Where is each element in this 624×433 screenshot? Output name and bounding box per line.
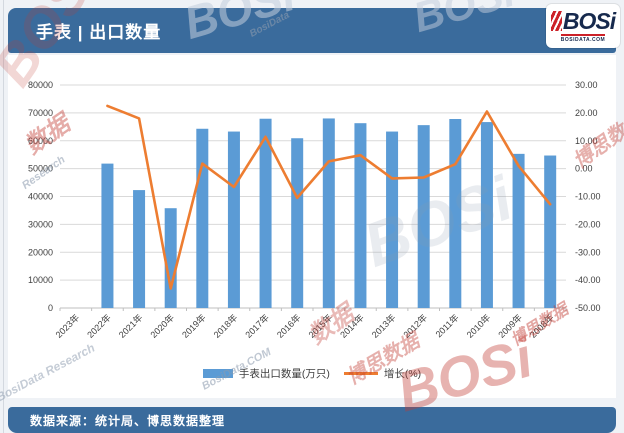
x-axis-category-label: 2009年 [496,312,524,340]
left-axis-tick-label: 50000 [28,164,53,174]
export-bar [196,128,209,308]
export-bar [101,163,114,308]
export-bar [480,122,493,308]
export-bar [417,125,430,308]
x-axis-category-label: 2013年 [369,312,397,340]
right-axis-tick-label: -10.00 [575,192,601,202]
x-axis-category-label: 2014年 [338,312,366,340]
x-axis-category-label: 2008年 [527,312,555,340]
export-bar [322,118,335,308]
export-bar [354,123,367,308]
x-axis-category-label: 2011年 [433,312,461,340]
right-axis-tick-label: 30.00 [575,80,598,90]
legend-label-export: 手表出口数量(万只) [238,368,330,380]
x-axis-category-label: 2012年 [401,312,429,340]
footer-bar: 数据来源：统计局、博思数据整理 [8,407,616,433]
legend-item-growth: 增长(%) [343,366,422,381]
right-axis-tick-label: -20.00 [575,219,601,229]
x-axis-category-label: 2016年 [274,312,302,340]
export-bar [259,118,272,308]
growth-line [106,104,552,290]
x-axis-category-label: 2023年 [53,312,81,340]
export-bar [449,119,462,308]
x-axis-category-label: 2010年 [464,312,492,340]
x-axis-category-label: 2015年 [306,312,334,340]
left-axis-tick-label: 60000 [28,136,53,146]
data-source-text: 数据来源：统计局、博思数据整理 [30,413,226,428]
right-axis-tick-label: 0.00 [575,164,593,174]
x-axis-category-label: 2018年 [211,312,239,340]
logo-domain: BOSIDATA.COM [560,34,606,43]
right-axis-tick-label: 20.00 [575,108,598,118]
left-axis-tick-label: 30000 [28,219,53,229]
export-bar [512,153,525,308]
bar-swatch-icon [202,369,233,378]
left-axis-tick-label: 80000 [28,80,53,90]
right-axis-tick-label: -40.00 [575,275,601,285]
line-swatch-icon [343,372,378,375]
left-axis-tick-label: 20000 [28,247,53,257]
left-axis-tick-label: 70000 [28,108,53,118]
export-bar [291,138,304,308]
x-axis-category-label: 2022年 [85,312,113,340]
left-axis-tick-label: 10000 [28,275,53,285]
x-axis-category-label: 2017年 [243,312,271,340]
x-axis-category-label: 2019年 [179,312,207,340]
right-axis-tick-label: 10.00 [575,136,598,146]
export-bar [544,155,557,308]
left-axis-tick-label: 0 [48,303,53,313]
chart-legend: 手表出口数量(万只) 增长(%) [0,366,624,381]
right-axis-tick-label: -30.00 [575,247,601,257]
chart-canvas: 80000 70000 60000 50000 40000 30000 20000 10000… [28,80,601,340]
export-bar [227,131,240,308]
x-axis-category-label: 2021年 [116,312,144,340]
legend-item-export: 手表出口数量(万只) [202,366,330,381]
logo-stripes-icon [550,11,562,31]
x-axis-category-label: 2020年 [148,312,176,340]
logo-brand: BOSi [562,7,616,34]
export-bar [133,190,146,308]
right-axis-tick-label: -50.00 [575,303,601,313]
legend-label-growth: 增长(%) [383,368,422,380]
left-axis-tick-label: 40000 [28,192,53,202]
bosi-logo: BOSi BOSIDATA.COM [546,4,620,48]
export-bar [386,131,399,308]
header-bar: 手表 | 出口数量 [8,8,616,53]
logo-row: BOSi [550,7,616,34]
page-title: 手表 | 出口数量 [36,23,162,42]
export-bar [164,208,177,308]
